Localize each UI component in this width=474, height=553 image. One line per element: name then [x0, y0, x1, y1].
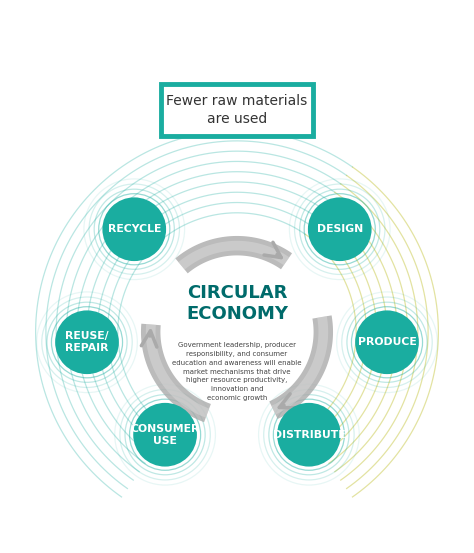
Text: DESIGN: DESIGN [317, 224, 363, 234]
Circle shape [102, 197, 166, 261]
Text: CONSUMER
USE: CONSUMER USE [130, 424, 200, 446]
FancyBboxPatch shape [161, 85, 313, 135]
Text: DISTRIBUTE: DISTRIBUTE [273, 430, 345, 440]
Text: REUSE/
REPAIR: REUSE/ REPAIR [65, 331, 109, 353]
Text: RECYCLE: RECYCLE [108, 224, 161, 234]
Text: Government leadership, producer
responsibility, and consumer
education and aware: Government leadership, producer responsi… [172, 342, 302, 401]
Circle shape [133, 403, 197, 467]
Text: PRODUCE: PRODUCE [357, 337, 416, 347]
Circle shape [308, 197, 372, 261]
Text: Fewer raw materials
are used: Fewer raw materials are used [166, 94, 308, 126]
Circle shape [165, 260, 309, 404]
Text: CIRCULAR
ECONOMY: CIRCULAR ECONOMY [186, 284, 288, 322]
Circle shape [55, 310, 119, 374]
Circle shape [355, 310, 419, 374]
Circle shape [277, 403, 341, 467]
